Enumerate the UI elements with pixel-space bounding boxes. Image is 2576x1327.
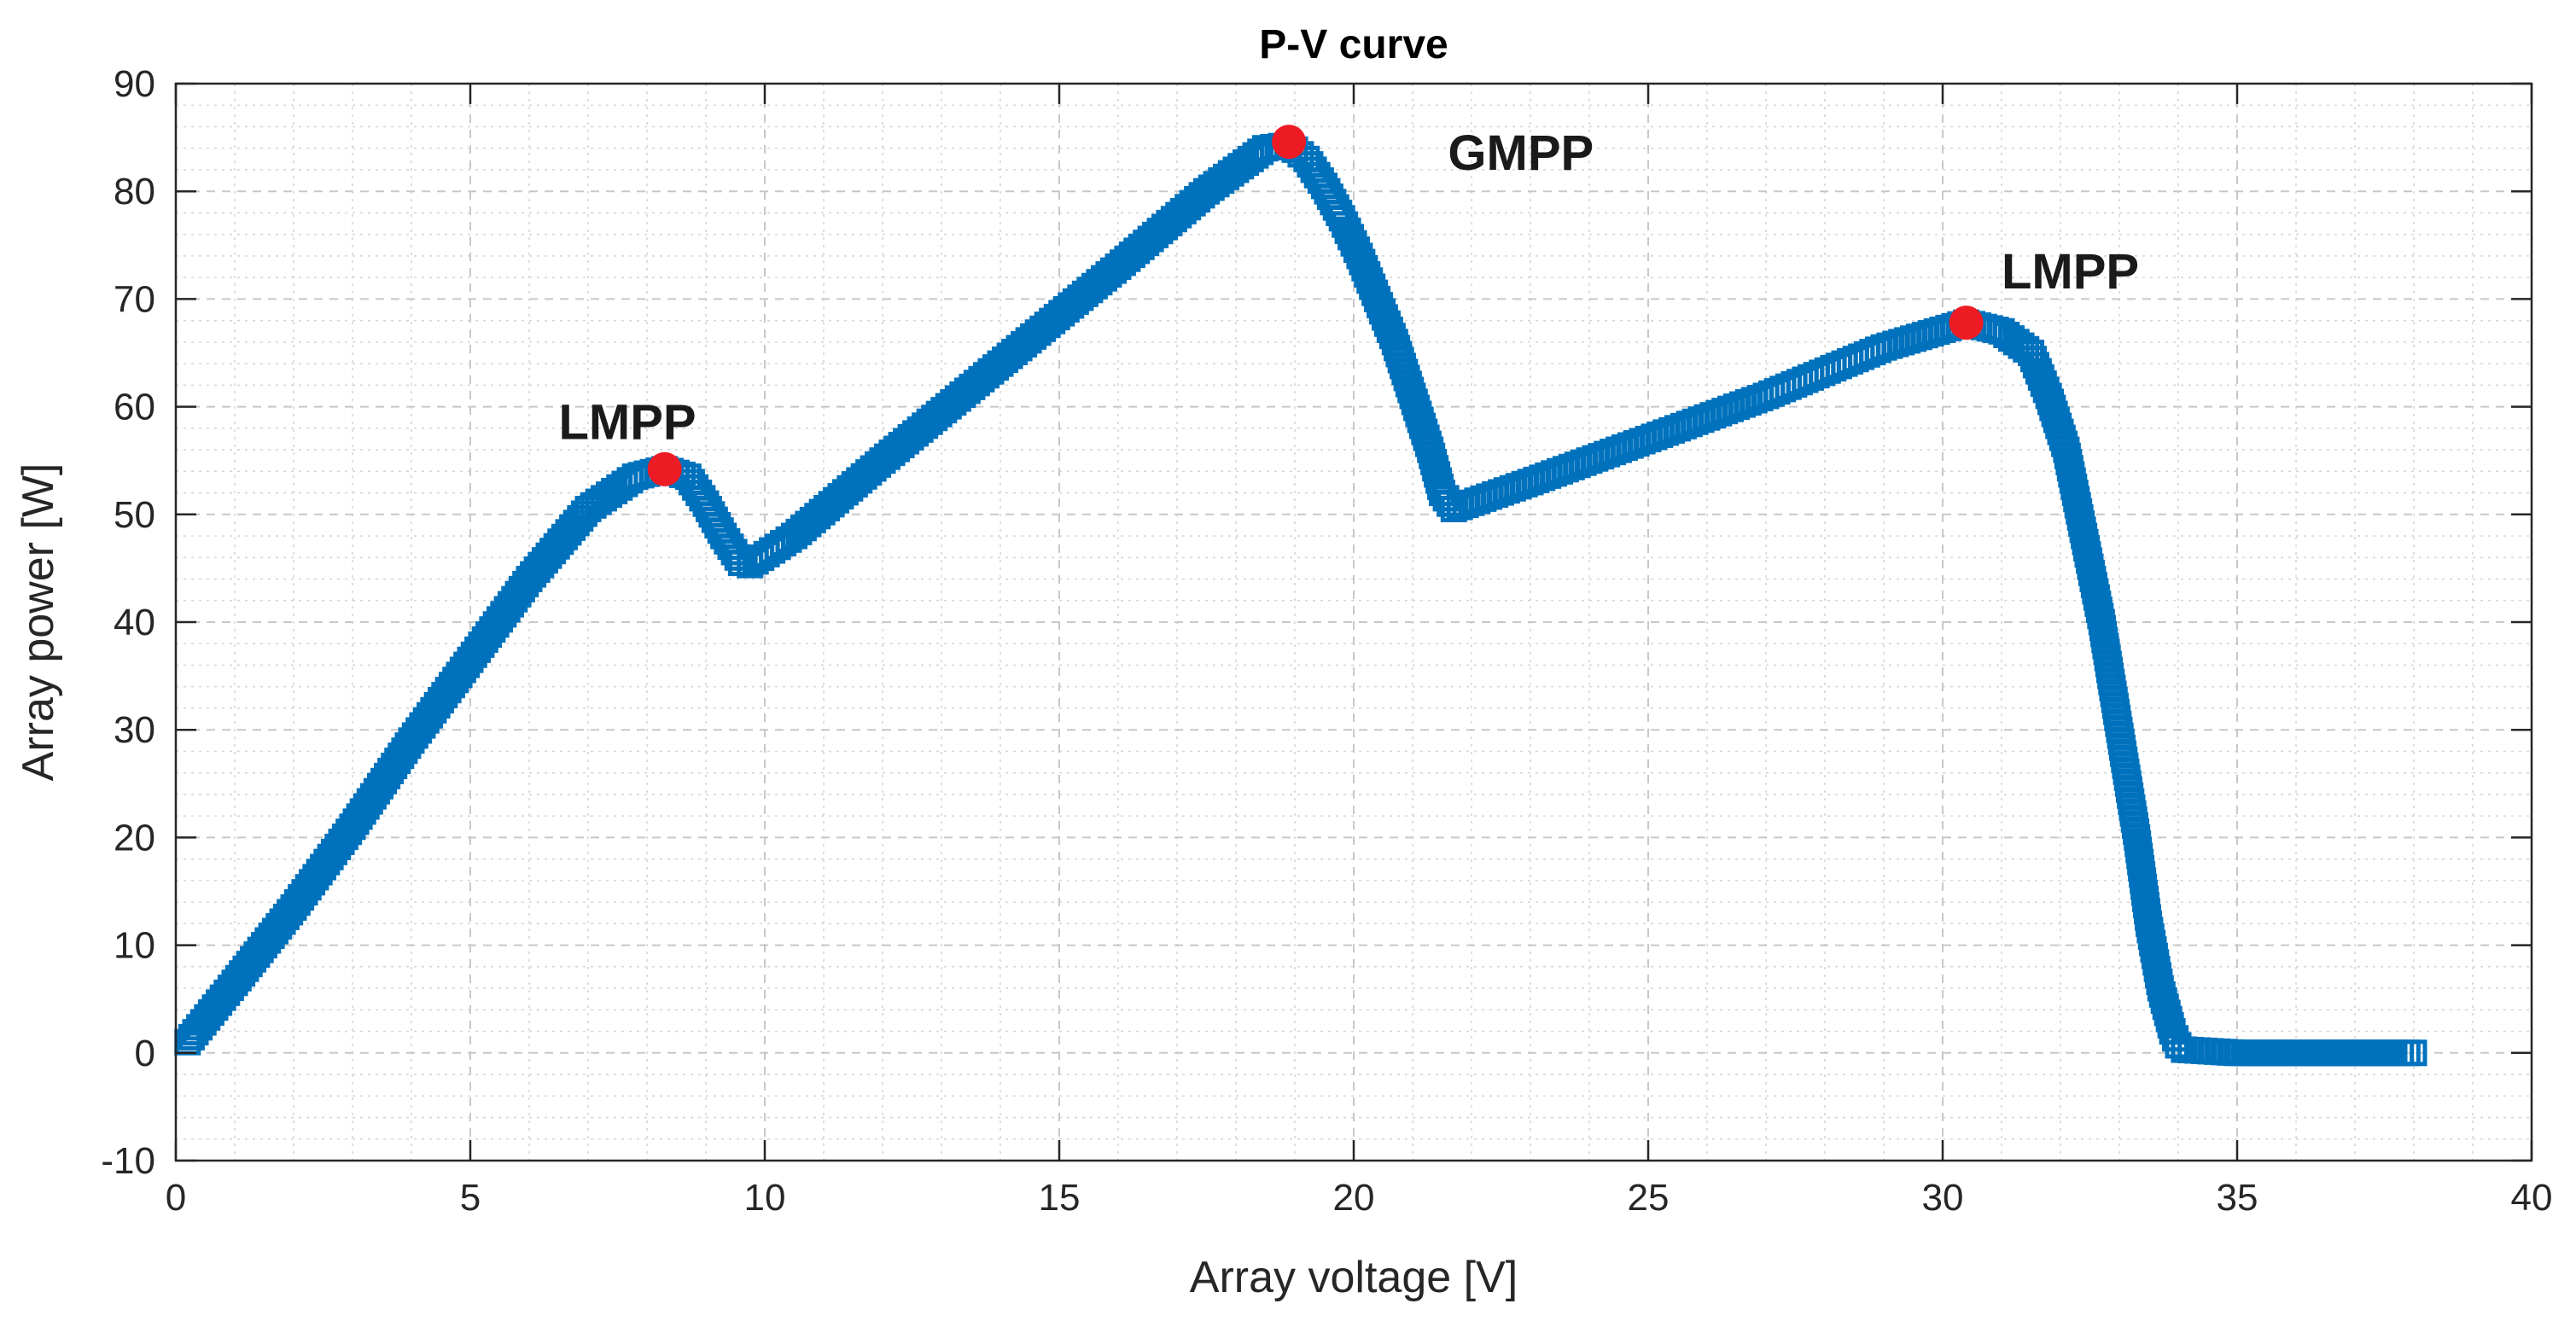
annotation-label: LMPP [559,394,696,450]
y-tick-label: 10 [114,925,155,967]
x-tick-label: 15 [1039,1177,1081,1219]
y-tick-label: 70 [114,278,155,320]
y-tick-label: 30 [114,709,155,751]
y-tick-labels: -10 0 10 20 30 40 50 60 70 80 90 [101,63,155,1182]
annotation-label: LMPP [2002,244,2139,300]
highlight-points-layer [647,125,1984,486]
y-tick-label: 80 [114,171,155,212]
y-tick-label: 50 [114,494,155,536]
y-tick-label: 0 [135,1033,155,1074]
mpp-marker [1272,125,1307,160]
x-tick-label: 40 [2511,1177,2553,1219]
x-axis-label: Array voltage [V] [1190,1253,1518,1302]
data-point [2400,1039,2427,1067]
y-axis-label: Array power [W] [14,463,63,782]
x-tick-label: 30 [1922,1177,1964,1219]
y-tick-label: 60 [114,387,155,428]
x-tick-label: 5 [460,1177,481,1219]
chart-title: P-V curve [1259,22,1448,67]
data-point [727,550,755,577]
data-series-layer [174,131,2427,1067]
x-tick-label: 0 [166,1177,186,1219]
tick-marks [174,82,2533,1162]
x-tick-labels: 0 5 10 15 20 25 30 35 40 [166,1177,2553,1219]
annotation-layer: LMPP GMPP LMPP [559,125,2140,451]
annotation-label: GMPP [1448,125,1594,181]
mpp-marker [647,451,682,486]
x-tick-label: 25 [1628,1177,1670,1219]
y-tick-label: 90 [114,63,155,105]
mpp-marker [1949,306,1984,340]
y-tick-label: 40 [114,602,155,643]
x-tick-label: 20 [1333,1177,1375,1219]
y-tick-label: -10 [101,1140,155,1182]
x-tick-label: 35 [2217,1177,2258,1219]
x-tick-label: 10 [744,1177,786,1219]
y-tick-label: 20 [114,817,155,858]
